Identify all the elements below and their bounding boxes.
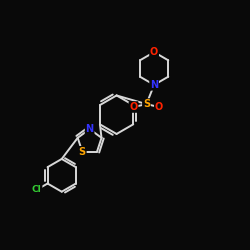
Text: Cl: Cl — [32, 185, 42, 194]
Text: O: O — [155, 102, 163, 112]
Text: N: N — [86, 124, 94, 134]
Text: S: S — [79, 147, 86, 157]
Text: O: O — [150, 47, 158, 57]
Text: O: O — [130, 102, 138, 112]
Text: N: N — [150, 80, 158, 90]
Text: S: S — [143, 99, 150, 109]
